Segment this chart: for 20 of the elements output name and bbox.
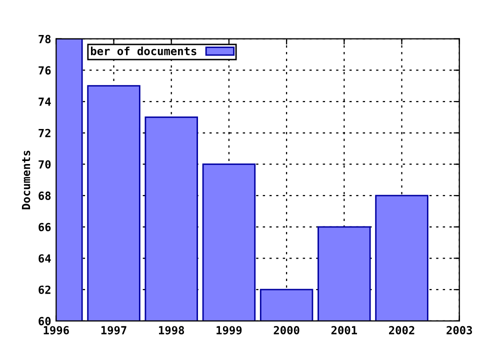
y-tick-label: 72 — [38, 128, 50, 138]
x-tick-label: 1999 — [216, 326, 242, 334]
y-tick-label: 78 — [38, 34, 51, 44]
y-tick-label: 76 — [38, 66, 51, 75]
x-tick-label: 1996 — [44, 326, 69, 334]
y-tick-label: 70 — [38, 160, 51, 169]
y-tick-label: 64 — [38, 254, 51, 263]
y-tick-label: 62 — [38, 286, 50, 294]
x-tick-label: 2001 — [331, 326, 358, 334]
x-tick-label: 2000 — [274, 326, 300, 334]
x-tick-label: 1997 — [101, 326, 126, 334]
legend-label: ber of documents — [90, 46, 196, 56]
y-tick-label: 74 — [38, 98, 51, 106]
x-tick-label: 1998 — [159, 326, 184, 334]
y-axis-title: Documents — [22, 150, 30, 210]
x-tick-label: 2003 — [446, 326, 472, 334]
x-tick-label: 2002 — [389, 326, 414, 334]
y-tick-label: 60 — [38, 316, 51, 326]
y-tick-label: 68 — [38, 192, 51, 200]
y-tick-label: 66 — [38, 222, 51, 232]
